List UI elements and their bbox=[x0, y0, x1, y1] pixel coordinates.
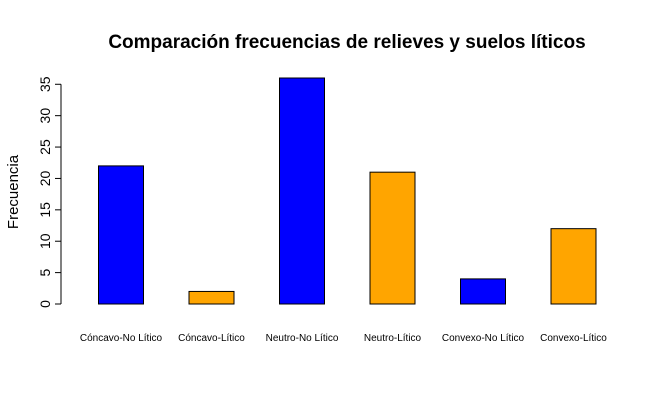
bar bbox=[279, 77, 325, 305]
category-label: Cóncavo-No Lítico bbox=[80, 333, 163, 344]
y-axis: 0 5 10 15 20 25 30 35 bbox=[37, 76, 62, 308]
bars bbox=[98, 77, 597, 305]
bar bbox=[369, 171, 416, 305]
y-tick-label: 10 bbox=[37, 233, 53, 249]
category-label: Convexo-No Lítico bbox=[442, 333, 525, 344]
bar bbox=[550, 228, 597, 305]
category-label: Convexo-Lítico bbox=[540, 333, 607, 344]
y-tick-label: 5 bbox=[37, 269, 53, 277]
y-tick-label: 20 bbox=[37, 170, 53, 186]
bar bbox=[460, 278, 506, 305]
y-axis-label: Frecuencia bbox=[5, 154, 22, 229]
y-tick-label: 15 bbox=[37, 202, 53, 218]
category-label: Neutro-Lítico bbox=[364, 333, 422, 344]
bar bbox=[188, 290, 235, 305]
bar bbox=[98, 165, 144, 305]
y-tick-label: 30 bbox=[37, 108, 53, 124]
category-labels: Cóncavo-No Lítico Cóncavo-Lítico Neutro-No… bbox=[80, 333, 607, 344]
chart-title: Comparación frecuencias de relieves y su… bbox=[108, 32, 585, 53]
category-label: Cóncavo-Lítico bbox=[178, 333, 245, 344]
y-tick-label: 0 bbox=[37, 300, 53, 308]
category-label: Neutro-No Lítico bbox=[266, 333, 339, 344]
y-tick-label: 35 bbox=[37, 76, 53, 92]
y-tick-label: 25 bbox=[37, 139, 53, 155]
